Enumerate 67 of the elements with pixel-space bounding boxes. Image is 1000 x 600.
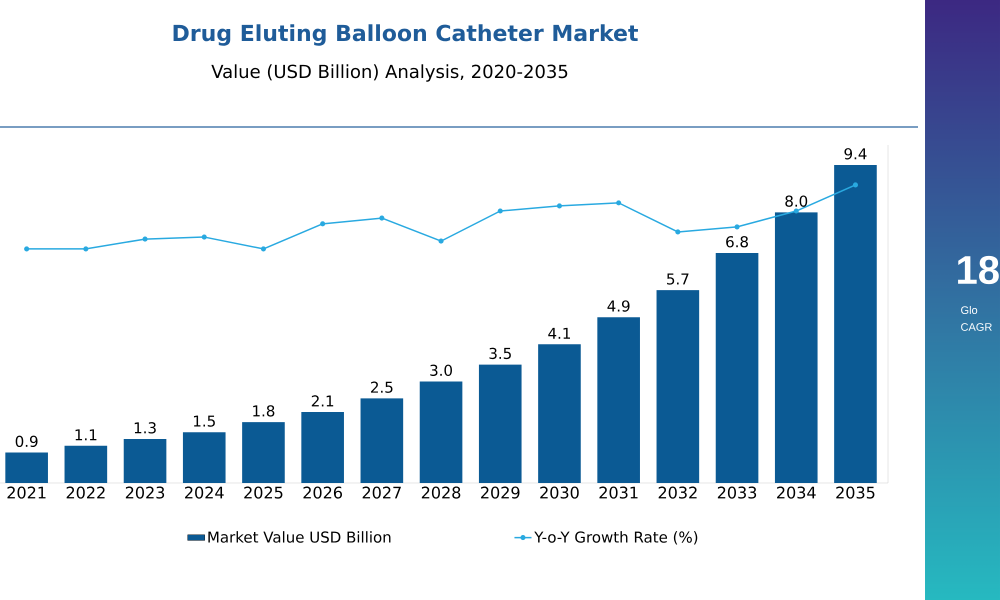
bar [597, 317, 640, 483]
bar [478, 364, 522, 483]
bar [656, 290, 700, 483]
x-tick-label: 2033 [718, 486, 756, 499]
point [320, 221, 326, 226]
x-tick-label: 2034 [777, 486, 816, 499]
bar [242, 422, 285, 483]
x-tick-label: 2025 [244, 486, 282, 499]
x-tick-label: 2022 [66, 486, 105, 499]
data-label: 3.0 [430, 364, 452, 376]
data-label: 1.5 [194, 416, 215, 427]
point [616, 200, 622, 206]
x-tick-label: 2029 [481, 486, 520, 499]
data-label: 4.1 [548, 328, 570, 339]
bar [182, 432, 226, 483]
x-tick-label: 2023 [126, 486, 164, 499]
bar [716, 252, 758, 483]
x-tick-label: 2031 [599, 486, 638, 499]
x-tick-label: 2032 [658, 486, 697, 499]
legend-label: Market Value USD Billion [208, 531, 390, 543]
legend-label: Y-o-Y Growth Rate (%) [534, 531, 698, 545]
data-label: 1.8 [253, 405, 274, 417]
data-label: 0.9 [16, 436, 38, 448]
text: CAGR [961, 323, 992, 331]
data-label: 4.9 [607, 300, 630, 312]
x-tick-label: 2027 [362, 486, 401, 499]
point [142, 236, 148, 242]
bar [420, 382, 462, 483]
point [24, 246, 30, 252]
point [556, 203, 562, 208]
data-label: 8.0 [785, 195, 808, 207]
data-label: 1.1 [76, 429, 96, 440]
bar [64, 446, 108, 483]
point [202, 234, 207, 240]
point [438, 238, 444, 244]
data-label: 9.4 [844, 148, 867, 160]
point [379, 216, 384, 221]
point [675, 229, 680, 235]
data-label: 2.1 [312, 395, 334, 406]
point [83, 246, 88, 252]
point [734, 224, 740, 230]
x-tick-label: 2026 [303, 486, 342, 499]
data-label: 2.5 [371, 382, 392, 393]
point [498, 208, 503, 214]
data-label: 5.7 [667, 273, 688, 285]
bar [834, 164, 877, 483]
data-label: 1.3 [134, 422, 156, 434]
chart-subtitle: Value (USD Billion) Analysis, 2020-2035 [211, 64, 568, 82]
chart-title: Drug Eluting Balloon Catheter Market [174, 24, 638, 46]
point [794, 208, 799, 214]
text: Glo [961, 306, 978, 314]
point [260, 246, 266, 252]
bar [538, 344, 581, 483]
data-label: 6.8 [726, 236, 748, 248]
x-tick-label: 2021 [7, 486, 46, 499]
x-tick-label: 2024 [185, 486, 224, 499]
x-tick-label: 2028 [422, 486, 460, 499]
data-label: 3.5 [489, 348, 511, 360]
x-tick-label: 2030 [540, 486, 579, 499]
text: 18 [958, 256, 999, 284]
bar [124, 439, 166, 483]
x-tick-label: 2035 [836, 486, 874, 499]
bar [5, 452, 48, 483]
point [852, 182, 858, 188]
bar [360, 398, 404, 483]
bar [774, 212, 818, 483]
bar [301, 412, 344, 483]
